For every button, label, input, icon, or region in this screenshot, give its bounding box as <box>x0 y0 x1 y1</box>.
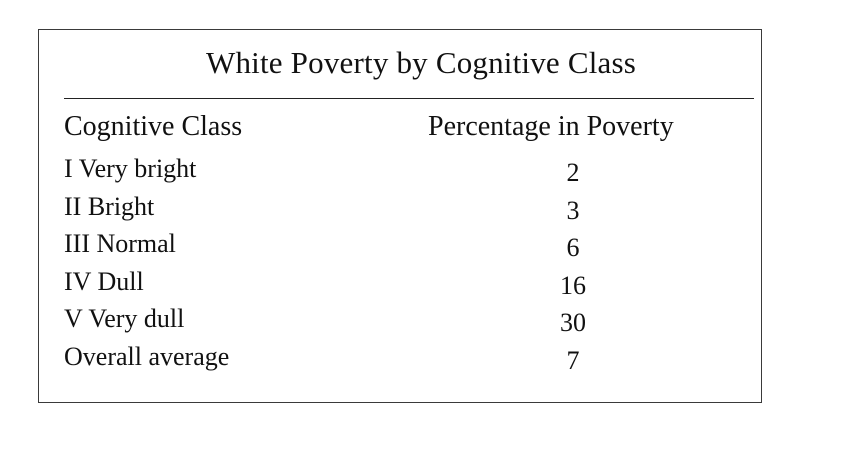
row-label: III Normal <box>64 229 176 258</box>
column-header-cognitive-class: Cognitive Class <box>64 111 243 142</box>
title-divider <box>64 98 754 99</box>
row-label: II Bright <box>64 191 155 221</box>
table-title: White Poverty by Cognitive Class <box>205 45 637 80</box>
table-row: V Very dull 30 <box>0 306 842 344</box>
row-value: 3 <box>566 195 580 225</box>
row-value: 7 <box>566 345 580 375</box>
table-row: I Very bright 2 <box>0 156 842 194</box>
table-row: Overall average 7 <box>0 341 842 382</box>
row-label: Overall average <box>64 341 230 371</box>
row-value: 16 <box>560 270 586 300</box>
row-label: V Very dull <box>64 304 185 333</box>
row-label: I Very bright <box>64 154 197 183</box>
table-row: IV Dull 16 <box>0 266 842 307</box>
column-header-percentage-in-poverty: Percentage in Poverty <box>428 111 674 142</box>
row-value: 6 <box>566 233 580 262</box>
row-label: IV Dull <box>64 266 144 296</box>
table-frame <box>38 29 762 403</box>
row-value: 2 <box>566 158 580 187</box>
table-row: III Normal 6 <box>0 231 842 269</box>
table-row: II Bright 3 <box>0 191 842 232</box>
row-value: 30 <box>560 308 586 337</box>
